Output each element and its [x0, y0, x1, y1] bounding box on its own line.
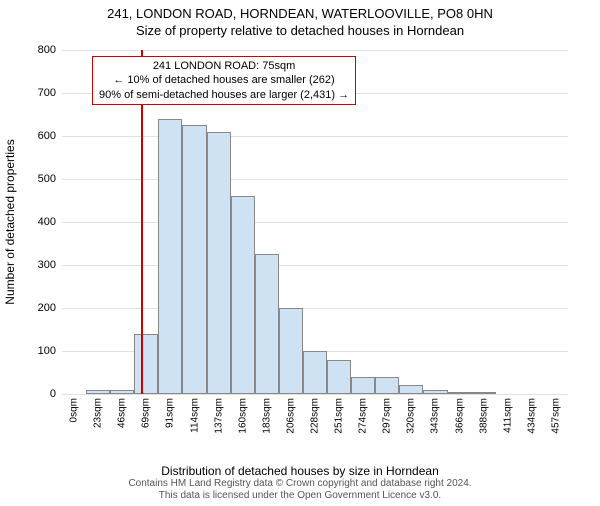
annotation-line1: 241 LONDON ROAD: 75sqm	[99, 59, 349, 73]
x-axis-label: Distribution of detached houses by size …	[0, 464, 600, 478]
y-tick-label: 600	[38, 130, 56, 142]
annotation-line3: 90% of semi-detached houses are larger (…	[99, 88, 349, 102]
x-tick-label: 183sqm	[261, 398, 272, 434]
y-axis-label: Number of detached properties	[3, 139, 17, 304]
x-tick-label: 320sqm	[406, 398, 417, 434]
histogram-bar	[399, 385, 423, 394]
histogram-bar	[255, 254, 279, 394]
annotation-line2: ← 10% of detached houses are smaller (26…	[99, 73, 349, 87]
histogram-bar	[279, 308, 303, 394]
footer-line2: This data is licensed under the Open Gov…	[0, 490, 600, 502]
y-tick-label: 500	[38, 173, 56, 185]
x-tick-label: 23sqm	[93, 398, 104, 428]
x-tick-label: 91sqm	[165, 398, 176, 428]
x-tick-label: 274sqm	[358, 398, 369, 434]
histogram-bar	[375, 377, 399, 394]
gridline	[62, 265, 568, 266]
x-tick-label: 114sqm	[189, 398, 200, 433]
y-tick-label: 700	[38, 87, 56, 99]
y-tick-label: 200	[38, 302, 56, 314]
gridline	[62, 394, 568, 395]
y-tick-label: 400	[38, 216, 56, 228]
x-tick-label: 343sqm	[430, 398, 441, 434]
gridline	[62, 179, 568, 180]
gridline	[62, 50, 568, 51]
gridline	[62, 308, 568, 309]
annotation-box: 241 LONDON ROAD: 75sqm← 10% of detached …	[92, 56, 356, 105]
x-tick-label: 251sqm	[334, 398, 345, 434]
x-tick-label: 206sqm	[285, 398, 296, 434]
x-tick-label: 434sqm	[526, 398, 537, 434]
histogram-bar	[207, 132, 231, 394]
x-tick-label: 388sqm	[478, 398, 489, 434]
y-tick-label: 100	[38, 345, 56, 357]
histogram-chart: 01002003004005006007008000sqm23sqm46sqm6…	[62, 50, 568, 395]
x-tick-label: 366sqm	[454, 398, 465, 434]
histogram-bar	[448, 392, 472, 394]
page-subtitle: Size of property relative to detached ho…	[0, 23, 600, 38]
gridline	[62, 222, 568, 223]
histogram-bar	[86, 390, 110, 394]
histogram-bar	[327, 360, 351, 394]
gridline	[62, 136, 568, 137]
histogram-bar	[182, 125, 206, 394]
x-tick-label: 411sqm	[502, 398, 513, 433]
x-tick-label: 160sqm	[237, 398, 248, 434]
x-tick-label: 46sqm	[117, 398, 128, 428]
footer-line1: Contains HM Land Registry data © Crown c…	[0, 478, 600, 490]
x-tick-label: 297sqm	[382, 398, 393, 434]
page-title-address: 241, LONDON ROAD, HORNDEAN, WATERLOOVILL…	[0, 6, 600, 21]
x-tick-label: 69sqm	[141, 398, 152, 428]
histogram-bar	[423, 390, 447, 394]
x-tick-label: 0sqm	[69, 398, 80, 422]
y-tick-label: 0	[50, 388, 56, 400]
histogram-bar	[303, 351, 327, 394]
y-tick-label: 300	[38, 259, 56, 271]
histogram-bar	[134, 334, 158, 394]
histogram-bar	[472, 392, 496, 394]
histogram-bar	[231, 196, 255, 394]
histogram-bar	[110, 390, 134, 394]
footer-attribution: Contains HM Land Registry data © Crown c…	[0, 478, 600, 502]
histogram-bar	[351, 377, 375, 394]
x-tick-label: 228sqm	[310, 398, 321, 434]
histogram-bar	[158, 119, 182, 394]
x-tick-label: 457sqm	[550, 398, 561, 434]
x-tick-label: 137sqm	[213, 398, 224, 434]
y-tick-label: 800	[38, 44, 56, 56]
